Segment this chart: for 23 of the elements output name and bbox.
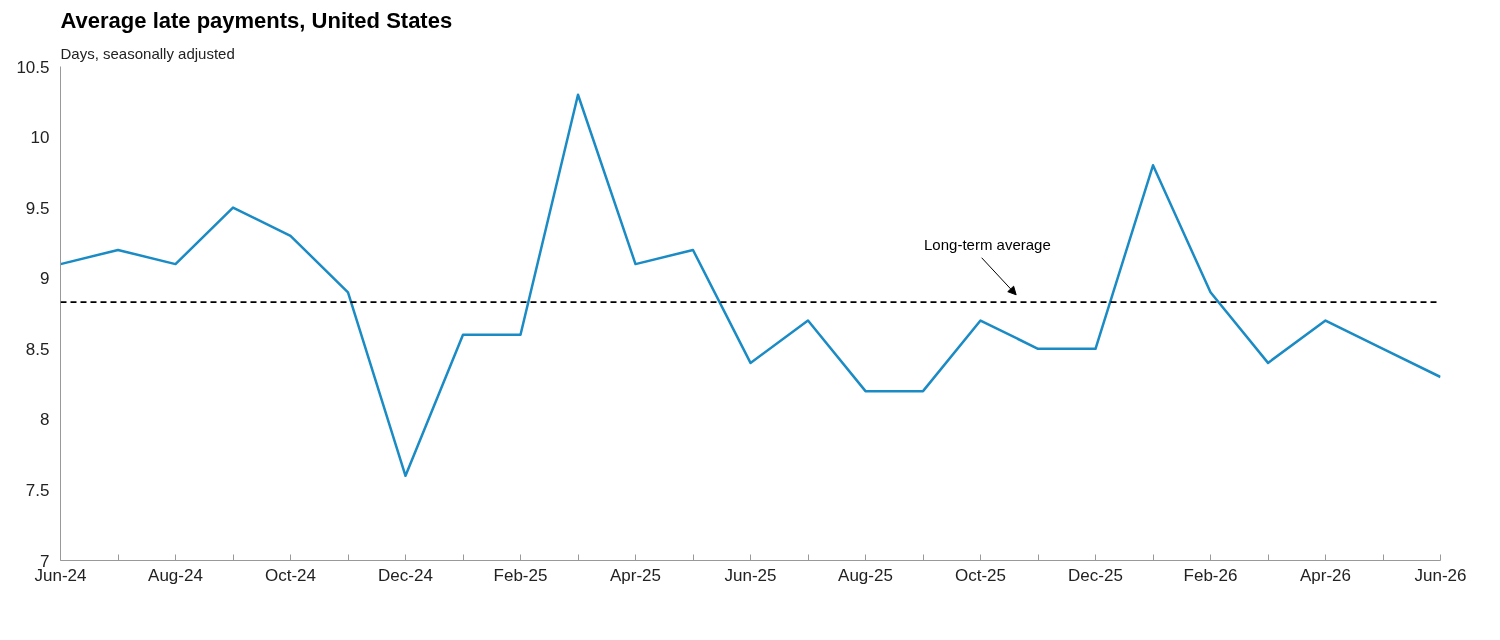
x-tick-label: Apr-25 [609,565,662,585]
x-tick-label: Dec-25 [1068,565,1123,585]
ref-line-label: Long-term average [924,235,1051,253]
y-tick-label: 9 [40,269,50,289]
x-tick-label: Oct-25 [954,565,1007,585]
y-tick-label: 8.5 [25,339,50,359]
chart-title: Average late payments, United States [60,7,453,33]
x-tick-label: Oct-24 [264,565,317,585]
x-tick-label: Feb-25 [493,565,548,585]
x-tick-label: Dec-24 [378,565,433,585]
y-tick-label: 7.5 [25,480,50,500]
y-tick-label: 10 [30,128,50,148]
y-tick-label: 8 [40,410,50,430]
y-tick-label: 10.5 [16,57,50,77]
x-tick-label: Apr-26 [1299,565,1352,585]
x-tick-label: Aug-25 [838,565,893,585]
x-tick-label: Aug-24 [148,565,203,585]
x-tick-label: Feb-26 [1183,565,1238,585]
y-tick-label: 9.5 [25,198,50,218]
line-series [60,93,1441,478]
chart-subtitle: Days, seasonally adjusted [60,44,235,62]
x-tick-label: Jun-26 [1414,565,1467,585]
x-tick-label: Jun-25 [724,565,777,585]
